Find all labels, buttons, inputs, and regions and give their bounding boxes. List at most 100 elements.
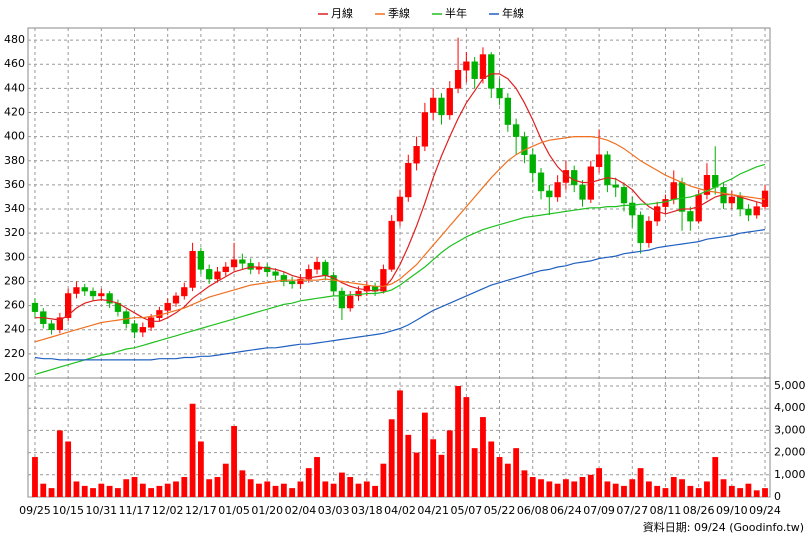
ma-line bbox=[35, 73, 766, 322]
volume-bar bbox=[571, 481, 578, 497]
legend-label: 年線 bbox=[502, 6, 524, 20]
candle-body bbox=[222, 266, 229, 273]
candle-body bbox=[529, 154, 536, 174]
volume-bar bbox=[280, 483, 287, 497]
candle-body bbox=[571, 170, 578, 186]
candle-body bbox=[297, 278, 304, 285]
volume-bar bbox=[264, 481, 271, 497]
x-tick-label: 12/17 bbox=[185, 504, 217, 517]
x-tick-label: 01/05 bbox=[218, 504, 250, 517]
candle-body bbox=[463, 61, 470, 71]
volume-bar bbox=[579, 477, 586, 497]
y-tick-label: 340 bbox=[4, 202, 25, 215]
candle-body bbox=[288, 281, 296, 285]
candle-body bbox=[479, 54, 487, 79]
volume-bar bbox=[139, 483, 146, 497]
candle-body bbox=[695, 194, 702, 222]
volume-bar bbox=[480, 417, 486, 497]
candle-body bbox=[471, 61, 478, 79]
candle-body bbox=[206, 269, 213, 280]
volume-bar bbox=[604, 481, 611, 497]
y-tick-label: 400 bbox=[4, 130, 25, 143]
y-tick-label: 360 bbox=[4, 178, 25, 191]
y-tick-label: 440 bbox=[4, 81, 25, 94]
candle-body bbox=[612, 184, 619, 188]
volume-bar bbox=[314, 457, 320, 497]
y2-tick-label: 5,000 bbox=[774, 379, 806, 392]
volume-bar bbox=[529, 477, 536, 497]
candle-body bbox=[521, 136, 528, 155]
volume-bar bbox=[164, 483, 171, 497]
candle-body bbox=[31, 302, 39, 312]
y-tick-label: 320 bbox=[4, 226, 25, 239]
candle-body bbox=[181, 287, 188, 297]
candle-body bbox=[73, 287, 80, 294]
candle-body bbox=[330, 275, 337, 292]
volume-bar bbox=[496, 457, 503, 497]
x-tick-label: 04/02 bbox=[384, 504, 416, 517]
candle-body bbox=[413, 146, 420, 164]
volume-bar bbox=[123, 479, 130, 497]
label-layer: 200 220 240 260 280 300 320 340 360 380 400 420 440 4… bbox=[4, 6, 806, 517]
volume-bar bbox=[645, 481, 652, 497]
candle-body bbox=[98, 293, 105, 297]
candle-body bbox=[355, 290, 362, 297]
volume-bar bbox=[247, 479, 254, 497]
x-tick-label: 08/26 bbox=[683, 504, 715, 517]
candle-body bbox=[305, 269, 312, 280]
candle-body bbox=[347, 295, 354, 309]
y2-tick-label: 4,000 bbox=[774, 401, 806, 414]
candle-body bbox=[670, 182, 677, 200]
volume-bar bbox=[712, 457, 719, 497]
candle-body bbox=[197, 251, 205, 270]
candle-body bbox=[89, 290, 97, 297]
volume-bar bbox=[148, 488, 155, 497]
candle-body bbox=[380, 269, 387, 292]
volume-bar bbox=[463, 397, 470, 497]
candle-body bbox=[736, 196, 744, 210]
candle-body bbox=[620, 187, 628, 204]
volume-bar bbox=[73, 481, 80, 497]
volume-bar bbox=[231, 425, 237, 497]
y2-tick-label: 2,000 bbox=[774, 446, 806, 459]
volume-bar bbox=[421, 412, 428, 497]
y-tick-label: 480 bbox=[4, 33, 25, 46]
volume-bar bbox=[347, 477, 354, 497]
y-tick-label: 200 bbox=[4, 371, 25, 384]
y-tick-label: 280 bbox=[4, 274, 25, 287]
x-tick-label: 06/08 bbox=[517, 504, 549, 517]
candle-body bbox=[604, 154, 611, 186]
volume-bar bbox=[504, 463, 511, 497]
volume-bar bbox=[695, 488, 702, 497]
y-tick-label: 380 bbox=[4, 154, 25, 167]
volume-bar bbox=[563, 479, 569, 497]
legend-label: 半年 bbox=[445, 6, 467, 20]
volume-bar bbox=[554, 483, 561, 497]
footer: 資料日期: 09/24 (Goodinfo.tw) bbox=[643, 520, 804, 534]
candle-body bbox=[595, 154, 603, 168]
candle-body bbox=[728, 196, 735, 204]
volume-bar bbox=[762, 488, 768, 497]
candle-body bbox=[504, 97, 511, 125]
x-tick-label: 05/07 bbox=[451, 504, 483, 517]
volume-bar bbox=[737, 488, 744, 497]
volume-bar bbox=[355, 483, 362, 497]
candle-body bbox=[230, 259, 238, 268]
candle-body bbox=[313, 261, 321, 270]
candle-body bbox=[214, 271, 221, 280]
candle-body bbox=[488, 54, 495, 89]
candle-body bbox=[405, 162, 412, 198]
volume-bar bbox=[81, 485, 88, 497]
x-tick-label: 03/18 bbox=[351, 504, 383, 517]
y-tick-label: 260 bbox=[4, 299, 25, 312]
volume-bar bbox=[214, 477, 221, 497]
volume-bar bbox=[728, 485, 735, 497]
volume-bar bbox=[305, 468, 312, 497]
candle-body bbox=[579, 184, 586, 200]
candle-body bbox=[678, 182, 686, 212]
candle-body bbox=[745, 208, 752, 216]
volume-bar bbox=[363, 481, 370, 497]
x-tick-label: 10/15 bbox=[52, 504, 84, 517]
candle-body bbox=[496, 88, 503, 99]
volume-bar bbox=[455, 385, 461, 497]
